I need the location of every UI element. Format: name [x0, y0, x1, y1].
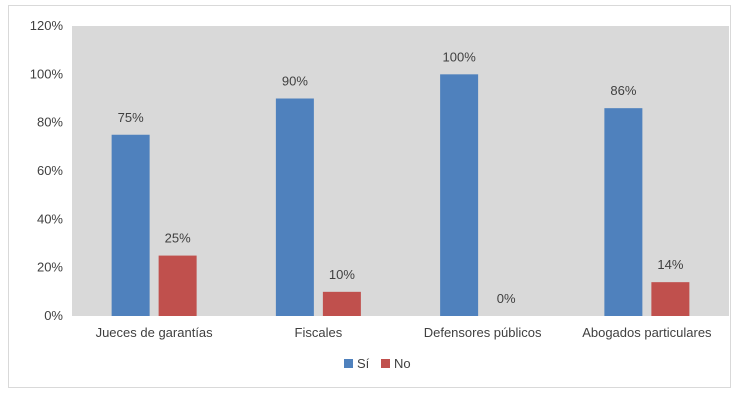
x-category-label: Abogados particulares: [582, 325, 712, 340]
bar-chart: 0%20%40%60%80%100%120% 75%25%90%10%100%0…: [30, 18, 729, 371]
y-tick-label: 40%: [37, 211, 63, 226]
bar-no: [322, 291, 361, 316]
y-tick-label: 120%: [30, 18, 64, 33]
data-label: 90%: [282, 74, 308, 89]
y-tick-label: 0%: [44, 308, 63, 323]
chart-frame: 0% 20% 40% 60% 80% 100% 120% 75% 25% 90% 10% 100% 0…: [8, 5, 731, 388]
legend-label-si: Sí: [357, 356, 370, 371]
bar-no: [158, 255, 197, 316]
data-label: 14%: [657, 257, 683, 272]
bar-si: [275, 98, 314, 316]
x-category-label: Defensores públicos: [424, 325, 542, 340]
y-tick-label: 80%: [37, 115, 63, 130]
bar-si: [440, 74, 479, 316]
data-labels: 75% 25% 90% 10% 100% 0% 86% 14%: [118, 49, 684, 306]
data-label: 86%: [610, 83, 636, 98]
y-tick-label: 100%: [30, 66, 64, 81]
y-tick-label: 60%: [37, 163, 63, 178]
x-category-label: Jueces de garantías: [96, 325, 214, 340]
y-tick-label: 20%: [37, 260, 63, 275]
bar-si: [604, 108, 643, 317]
bar-no: [651, 282, 690, 316]
x-category-label: Fiscales: [295, 325, 343, 340]
data-label: 100%: [443, 49, 477, 64]
data-label: 10%: [329, 267, 355, 282]
data-label: 25%: [165, 231, 191, 246]
y-axis-ticks: 0% 20% 40% 60% 80% 100% 120%: [30, 18, 64, 323]
legend: Sí No: [344, 356, 411, 371]
legend-swatch-no: [381, 359, 390, 368]
bars: [111, 74, 690, 317]
data-label: 0%: [497, 291, 516, 306]
legend-swatch-si: [344, 359, 353, 368]
x-axis-categories: Jueces de garantías Fiscales Defensores pú…: [96, 325, 712, 340]
data-label: 75%: [118, 110, 144, 125]
bar-si: [111, 134, 150, 316]
legend-label-no: No: [394, 356, 411, 371]
